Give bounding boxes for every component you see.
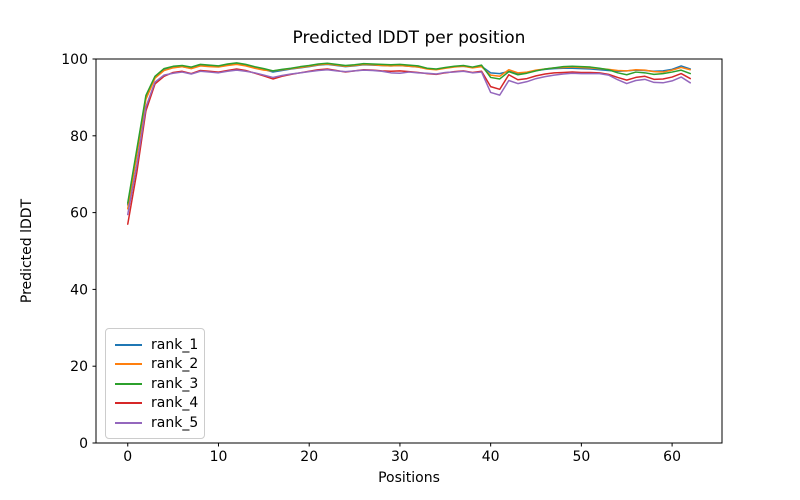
- legend-line-swatch-rank_2: [115, 363, 142, 366]
- plot-line-rank_2: [127, 63, 691, 210]
- plot-line-rank_1: [127, 63, 691, 206]
- y-axis-tick-label: 40: [70, 282, 88, 298]
- legend-label: rank_5: [151, 414, 199, 431]
- legend-item-rank_3: rank_3: [115, 374, 199, 394]
- y-axis-tick-label: 80: [70, 129, 88, 145]
- legend-line-swatch-rank_3: [115, 382, 142, 385]
- legend-item-rank_1: rank_1: [115, 335, 199, 355]
- legend-item-rank_2: rank_2: [115, 355, 199, 375]
- legend-line-swatch-rank_1: [115, 343, 142, 346]
- plot-line-rank_5: [127, 69, 691, 216]
- legend-line-swatch-rank_4: [115, 402, 142, 405]
- legend-label: rank_1: [151, 336, 199, 353]
- legend-item-rank_4: rank_4: [115, 394, 199, 414]
- legend-label: rank_2: [151, 356, 199, 373]
- chart-title: Predicted lDDT per position: [292, 28, 526, 48]
- legend-item-rank_5: rank_5: [115, 413, 199, 433]
- x-axis-tick-label: 20: [300, 449, 318, 465]
- legend-label: rank_4: [151, 395, 199, 412]
- y-axis-tick-label: 60: [70, 206, 88, 222]
- plot-line-rank_4: [127, 68, 691, 225]
- legend-line-swatch-rank_5: [115, 421, 142, 424]
- x-axis-tick-label: 0: [123, 449, 132, 465]
- y-axis-tick-label: 100: [61, 52, 88, 68]
- x-axis-label: Positions: [378, 470, 440, 486]
- legend-box: rank_1 rank_2 rank_3 rank_4 rank_5: [105, 328, 205, 439]
- plot-line-rank_3: [127, 62, 691, 204]
- axes-frame: [95, 58, 723, 444]
- x-axis-tick-label: 10: [210, 449, 228, 465]
- y-axis-tick-label: 0: [79, 436, 88, 452]
- x-axis-tick-label: 60: [663, 449, 681, 465]
- x-axis-tick-label: 50: [572, 449, 590, 465]
- x-axis-tick-label: 40: [482, 449, 500, 465]
- x-axis-tick-label: 30: [391, 449, 409, 465]
- y-axis-tick-label: 20: [70, 359, 88, 375]
- legend-label: rank_3: [151, 375, 199, 392]
